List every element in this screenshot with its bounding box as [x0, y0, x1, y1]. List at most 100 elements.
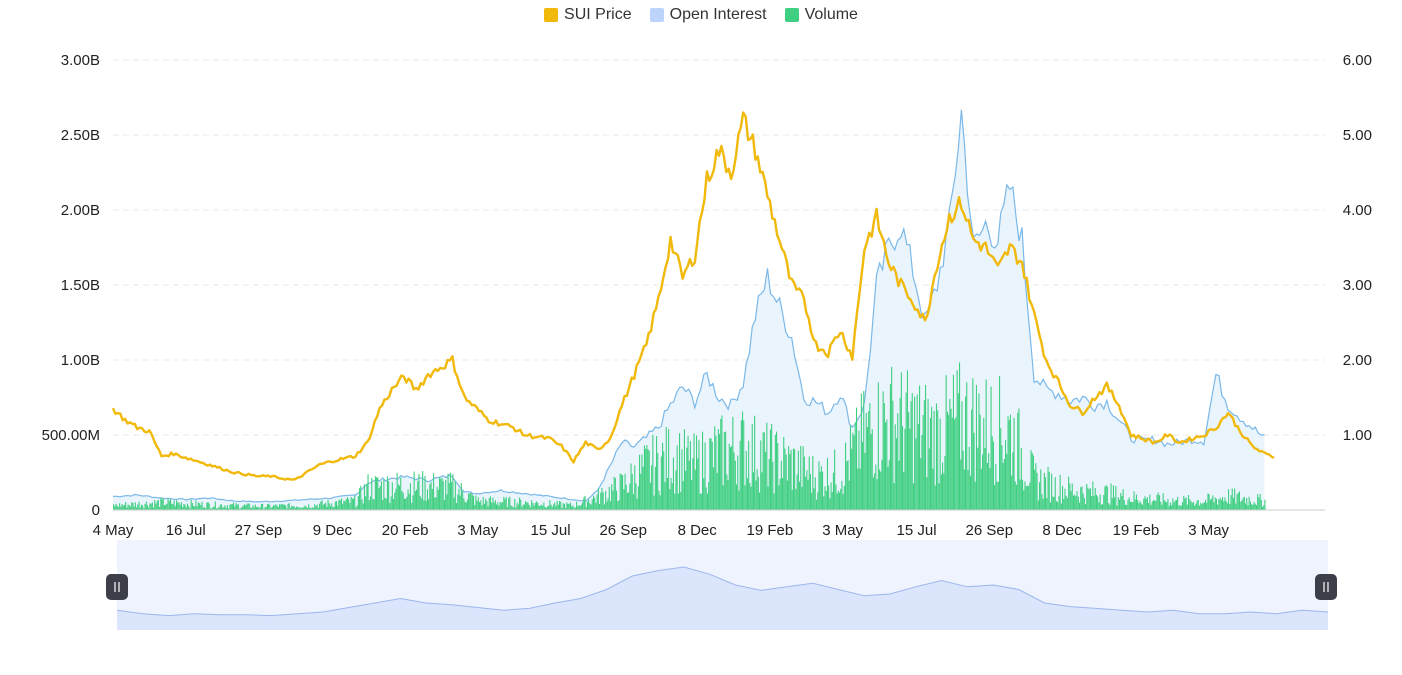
volume-bar	[371, 477, 373, 510]
volume-bar	[731, 445, 733, 510]
volume-bar	[1098, 502, 1100, 510]
volume-bar	[637, 486, 639, 510]
volume-bar	[1031, 452, 1033, 510]
legend-label-open-interest: Open Interest	[669, 6, 767, 23]
volume-bar	[1246, 498, 1248, 510]
open-interest-series	[112, 109, 1265, 511]
volume-bar	[794, 449, 796, 510]
volume-bar	[116, 505, 118, 510]
volume-bar	[1175, 500, 1177, 510]
volume-bar	[738, 490, 740, 510]
volume-bar	[937, 410, 939, 510]
volume-bar	[599, 504, 601, 510]
legend-item-open-interest[interactable]: Open Interest	[649, 6, 767, 24]
volume-bar	[487, 506, 489, 510]
volume-bar	[533, 505, 535, 510]
volume-bar	[985, 379, 987, 510]
volume-bar	[534, 502, 536, 510]
volume-bar	[252, 505, 254, 510]
volume-bar	[1007, 416, 1009, 510]
volume-bar	[943, 473, 945, 510]
volume-bar	[385, 498, 387, 510]
volume-bar	[870, 434, 872, 510]
volume-bar	[1192, 502, 1194, 510]
volume-bar	[560, 501, 562, 510]
volume-bar	[422, 471, 424, 510]
volume-bar	[980, 468, 982, 510]
volume-bar	[822, 471, 824, 510]
volume-bar	[968, 446, 970, 510]
range-navigator[interactable]	[106, 540, 1337, 630]
volume-bar	[493, 502, 495, 510]
volume-bar	[879, 469, 881, 510]
volume-bar	[871, 429, 873, 510]
volume-bar	[466, 499, 468, 510]
volume-bar	[1093, 495, 1095, 510]
volume-bar	[782, 478, 784, 510]
volume-bar	[933, 411, 935, 510]
volume-bar	[137, 504, 139, 510]
volume-bar	[155, 503, 157, 510]
volume-bar	[168, 500, 170, 510]
x-axis-tick-label: 19 Feb	[1113, 522, 1160, 539]
right-axis-tick-label: 3.00	[1343, 277, 1372, 294]
volume-bar	[703, 478, 705, 510]
volume-bar	[629, 483, 631, 510]
volume-bar	[914, 396, 916, 510]
volume-bar	[1157, 492, 1159, 510]
volume-bar	[265, 507, 267, 510]
volume-bar	[1051, 473, 1053, 510]
volume-bar	[1199, 505, 1201, 510]
volume-bar	[275, 504, 277, 510]
volume-bar	[803, 456, 805, 510]
volume-bar	[669, 489, 671, 510]
volume-bar	[395, 488, 397, 510]
volume-bar	[893, 483, 895, 510]
volume-bar	[1172, 498, 1174, 510]
volume-bar	[270, 507, 272, 510]
volume-bar	[817, 492, 819, 510]
volume-bar	[727, 480, 729, 510]
volume-bar	[1255, 505, 1257, 510]
volume-bar	[1064, 488, 1066, 510]
volume-bar	[237, 504, 239, 510]
volume-bar	[1168, 505, 1170, 510]
volume-bar	[482, 497, 484, 510]
volume-bar	[411, 502, 413, 510]
volume-bar	[868, 411, 870, 510]
volume-bar	[505, 497, 507, 510]
navigator-handle-right[interactable]	[1315, 574, 1337, 600]
volume-bar	[329, 505, 331, 510]
volume-bar	[217, 508, 219, 510]
volume-bar	[706, 493, 708, 510]
x-axis-tick-label: 3 May	[457, 522, 498, 539]
volume-bar	[1134, 499, 1136, 510]
volume-bar	[401, 491, 403, 510]
volume-bar	[601, 487, 603, 510]
volume-bar	[559, 501, 561, 510]
volume-bar	[469, 493, 471, 510]
volume-bar	[1097, 496, 1099, 510]
volume-bar	[979, 414, 981, 510]
volume-bar	[123, 505, 125, 510]
navigator-handle-left[interactable]	[106, 574, 128, 600]
volume-bar	[545, 507, 547, 510]
legend-item-volume[interactable]: Volume	[784, 6, 858, 24]
volume-bar	[1099, 494, 1101, 510]
volume-bar	[1095, 494, 1097, 510]
volume-bar	[1054, 477, 1056, 510]
volume-bar	[977, 447, 979, 510]
volume-bar	[752, 472, 754, 510]
volume-bar	[1177, 496, 1179, 510]
legend-item-sui-price[interactable]: SUI Price	[544, 6, 632, 24]
volume-bar	[258, 507, 260, 510]
volume-bar	[259, 507, 261, 510]
volume-bar	[328, 503, 330, 510]
volume-bar	[681, 449, 683, 510]
volume-bar	[568, 503, 570, 510]
volume-bar	[142, 505, 144, 510]
volume-bar	[826, 458, 828, 510]
volume-bar	[480, 500, 482, 510]
volume-bar	[349, 502, 351, 510]
volume-bar	[1003, 459, 1005, 510]
